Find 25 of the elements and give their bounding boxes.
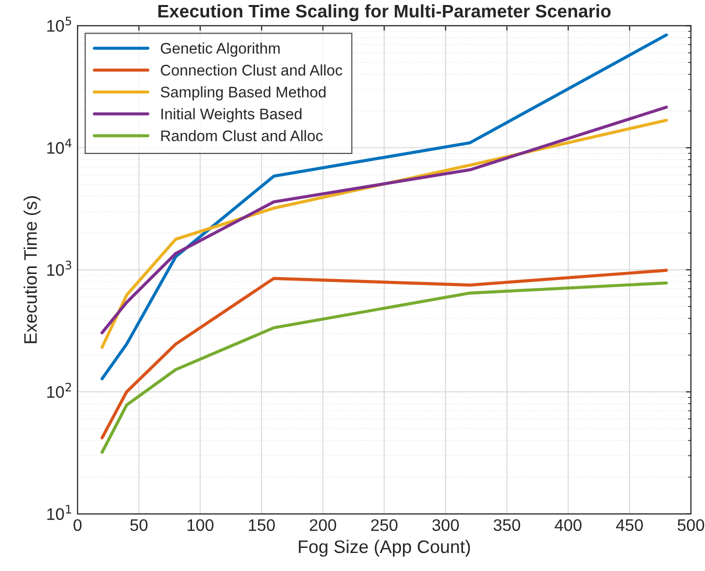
y-tick-label: 10$^{1}$: [47, 504, 72, 520]
legend-label: Random Clust and Alloc: [161, 130, 323, 142]
x-tick-label: 150: [248, 519, 275, 532]
y-tick-label: 10$^{4}$: [47, 138, 72, 154]
legend-label: Genetic Algorithm: [160, 42, 280, 57]
x-tick-label: 200: [310, 519, 336, 532]
legend-label: Connection Clust and Alloc: [160, 64, 342, 76]
x-tick-label: 400: [554, 519, 582, 532]
legend-label: Sampling Based Method: [160, 86, 326, 101]
line-series: [100, 33, 668, 380]
x-tick-label: 100: [188, 519, 214, 532]
x-tick-label: 50: [130, 519, 148, 532]
x-tick-label: 0: [74, 519, 82, 532]
x-tick-label: 250: [371, 519, 398, 532]
y-tick-label: 10$^{5}$: [47, 16, 72, 32]
x-tick-label: 450: [616, 519, 643, 532]
y-tick-label: 10$^{3}$: [47, 260, 72, 276]
x-tick-label: 500: [678, 519, 704, 532]
y-tick-label: 10$^{2}$: [47, 382, 71, 398]
y-axis-title: Execution Time (s): [24, 196, 40, 344]
legend-label: Initial Weights Based: [161, 108, 302, 122]
x-tick-label: 350: [494, 519, 520, 532]
x-axis-title: Fog Size (App Count): [298, 540, 470, 557]
chart-title: Execution Time Scaling for Multi-Parameter Scenario: [158, 4, 611, 22]
x-tick-label: 300: [432, 519, 459, 532]
